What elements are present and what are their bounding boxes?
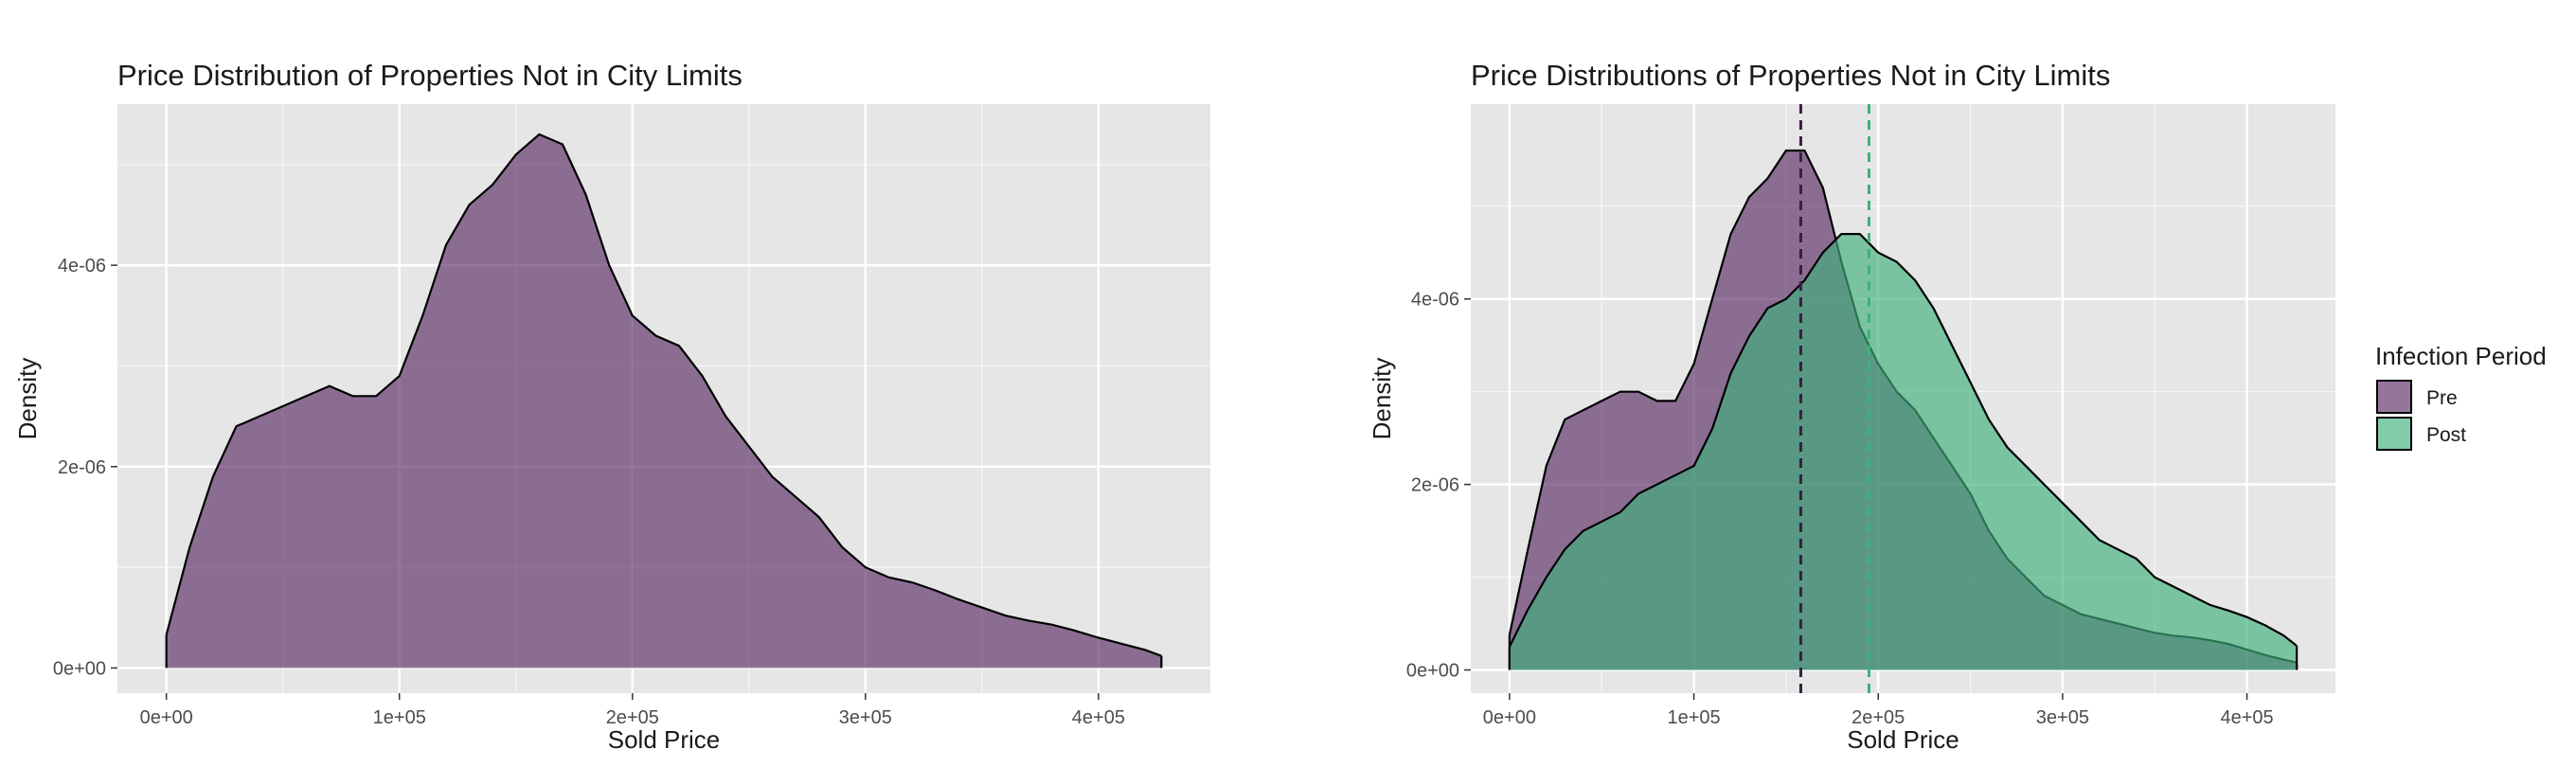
legend: Infection Period Pre Post <box>2375 342 2547 451</box>
density-outline-post <box>1508 233 2298 648</box>
x-axis-title: Sold Price <box>608 725 721 754</box>
x-tick-label: 2e+05 <box>1852 707 1905 728</box>
chart-panel-1: 0e+00 1e+05 2e+05 3e+05 4e+05 0e+00 2e-06 4e-06… <box>13 59 1210 754</box>
y-tick-label: 4e-06 <box>1411 290 1459 311</box>
y-tick-label: 0e+00 <box>1406 661 1459 682</box>
x-tick-label: 3e+05 <box>2036 707 2089 728</box>
y-tick-label: 2e-06 <box>58 457 106 478</box>
chart-title: Price Distribution of Properties Not in … <box>117 59 742 92</box>
x-tick-label: 1e+05 <box>373 707 426 728</box>
y-tick-label: 0e+00 <box>53 658 106 679</box>
legend-title: Infection Period <box>2375 342 2547 370</box>
chart-panel-2: 0e+00 1e+05 2e+05 3e+05 4e+05 0e+00 2e-06 4e-06… <box>1368 59 2335 754</box>
chart-title: Price Distributions of Properties Not in… <box>1471 59 2110 92</box>
density-area-all <box>166 134 1162 669</box>
y-axis-title: Density <box>1368 358 1396 440</box>
x-tick-label: 0e+00 <box>1483 707 1536 728</box>
x-tick-label: 4e+05 <box>1072 707 1125 728</box>
legend-label-pre: Pre <box>2426 387 2458 409</box>
density-area-post <box>1509 234 2298 670</box>
density-outline-all <box>165 133 1162 657</box>
y-axis-title: Density <box>13 358 42 440</box>
y-tick-label: 2e-06 <box>1411 475 1459 496</box>
x-tick-label: 0e+00 <box>140 707 193 728</box>
y-tick-label: 4e-06 <box>58 256 106 276</box>
x-tick-label: 1e+05 <box>1667 707 1720 728</box>
x-axis-title: Sold Price <box>1847 725 1959 754</box>
x-tick-label: 2e+05 <box>606 707 659 728</box>
legend-swatch-pre <box>2376 380 2412 414</box>
x-tick-label: 3e+05 <box>839 707 892 728</box>
legend-label-post: Post <box>2426 424 2466 446</box>
x-tick-label: 4e+05 <box>2220 707 2273 728</box>
legend-swatch-post <box>2376 417 2412 451</box>
